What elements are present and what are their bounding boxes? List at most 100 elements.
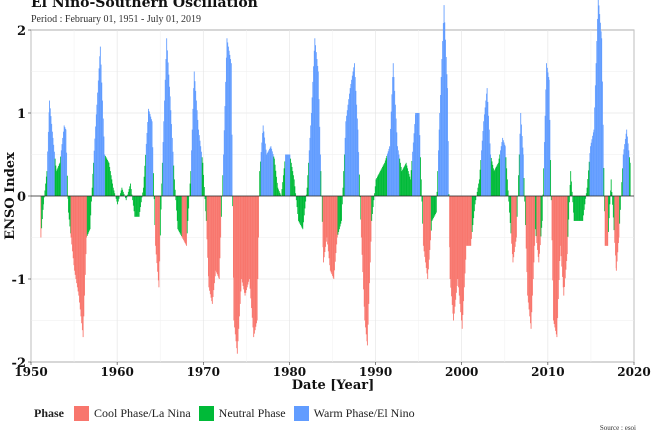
enso-bar (325, 196, 327, 247)
enso-bar (346, 115, 348, 196)
enso-bar (131, 194, 133, 196)
x-tick-label: 2020 (617, 365, 650, 379)
enso-bar (585, 193, 587, 196)
enso-bar (557, 196, 559, 300)
enso-bar (415, 113, 417, 196)
enso-bar (95, 126, 97, 196)
enso-bar (199, 140, 201, 196)
enso-bar (74, 196, 75, 271)
enso-bar (314, 38, 316, 196)
enso-bar (170, 110, 172, 196)
enso-bar (283, 168, 285, 196)
enso-bar (375, 179, 377, 196)
enso-bar (562, 196, 564, 288)
enso-bar (428, 196, 430, 260)
enso-bar (325, 196, 327, 242)
enso-bar (457, 196, 459, 279)
enso-bar (580, 196, 582, 221)
enso-bar (161, 162, 163, 196)
enso-bar (72, 196, 73, 252)
enso-bar (265, 149, 267, 196)
enso-bar (223, 130, 225, 196)
enso-bar (316, 59, 318, 196)
enso-bar (513, 196, 515, 258)
enso-bar (612, 196, 614, 205)
enso-bar (259, 171, 261, 196)
legend-item-cool: Cool Phase/La Nina (74, 405, 191, 421)
enso-bar (397, 150, 399, 196)
enso-bar (155, 196, 156, 246)
enso-bar (518, 175, 520, 196)
enso-bar (341, 196, 343, 205)
enso-bar (445, 39, 446, 196)
enso-bar (447, 88, 448, 196)
enso-bar (533, 196, 535, 263)
enso-bar (193, 88, 195, 196)
enso-bar (378, 173, 380, 196)
enso-bar (585, 196, 587, 199)
enso-bar (247, 196, 249, 285)
enso-bar (425, 196, 427, 268)
enso-bar (419, 135, 421, 196)
enso-bar (562, 196, 563, 277)
enso-bar (487, 101, 489, 196)
enso-bar (560, 196, 562, 257)
enso-bar (469, 196, 471, 246)
enso-bar (583, 196, 584, 216)
enso-bar (422, 196, 424, 224)
enso-bar (41, 196, 43, 220)
enso-bar (619, 196, 621, 224)
enso-bar (415, 113, 417, 196)
enso-bar (332, 196, 334, 278)
enso-bar (377, 176, 378, 196)
enso-bar (496, 165, 498, 196)
enso-bar (484, 107, 486, 196)
enso-bar (417, 113, 419, 196)
enso-bar (619, 196, 621, 210)
enso-bar (478, 179, 480, 196)
enso-bar (539, 196, 541, 246)
enso-bar (343, 171, 345, 196)
enso-bar (392, 77, 394, 196)
enso-bar (527, 196, 529, 303)
enso-bar (299, 196, 301, 224)
enso-bar (298, 196, 300, 223)
x-axis-label: Date [Year] (292, 378, 375, 393)
enso-bar (609, 196, 611, 205)
enso-bar (474, 196, 476, 205)
enso-bar (544, 115, 546, 196)
enso-bar (164, 100, 165, 196)
enso-bar (467, 196, 469, 246)
enso-bar (49, 108, 51, 196)
enso-bar (276, 176, 277, 196)
enso-bar (280, 194, 282, 196)
enso-bar (568, 196, 570, 203)
enso-bar (381, 168, 383, 196)
enso-bar (481, 150, 482, 196)
enso-bar (182, 196, 184, 239)
enso-bar (251, 196, 253, 318)
y-tick-label: 0 (17, 190, 26, 205)
enso-bar (472, 196, 474, 226)
enso-bar (100, 64, 102, 196)
enso-bar (420, 157, 421, 196)
enso-bar (274, 164, 276, 196)
enso-bar (214, 196, 216, 277)
enso-bar (92, 173, 94, 196)
enso-bar (279, 192, 281, 196)
enso-bar (251, 196, 252, 309)
y-ticks: -2 -1 0 1 2 (12, 24, 31, 371)
enso-bar (452, 196, 454, 314)
enso-bar (404, 165, 406, 196)
enso-bar (529, 196, 531, 317)
y-axis-label: ENSO Index (3, 152, 18, 240)
enso-bar (209, 196, 211, 291)
enso-bar (526, 196, 528, 273)
enso-bar (68, 196, 69, 213)
enso-bar (261, 142, 263, 196)
enso-bar (295, 193, 297, 196)
enso-bar (117, 196, 119, 205)
enso-bar (310, 113, 312, 196)
enso-bar (62, 137, 64, 196)
enso-bar (104, 154, 106, 196)
